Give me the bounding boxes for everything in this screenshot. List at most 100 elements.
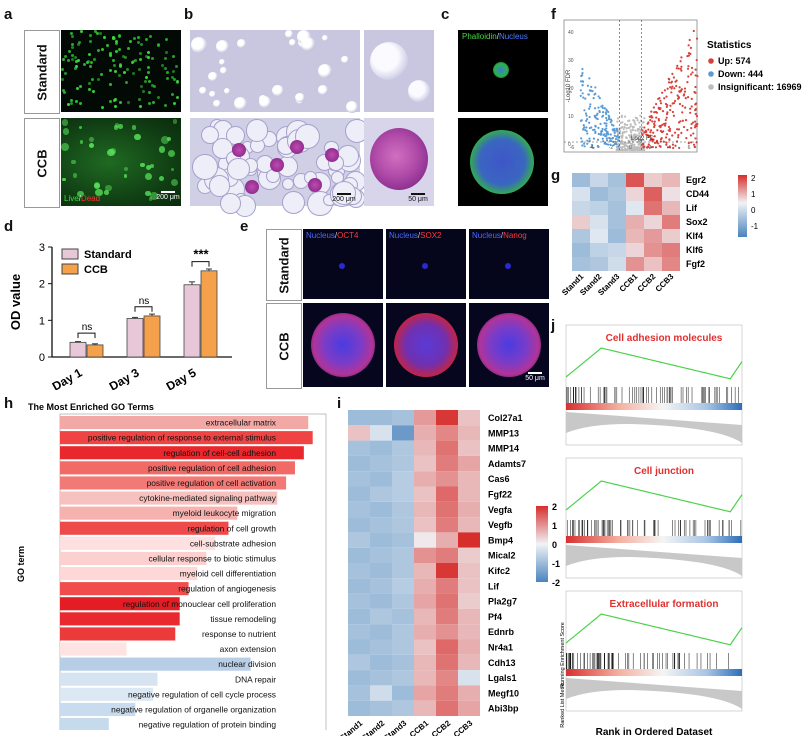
point-down [602,140,605,143]
y-axis-label-rank: Ranked List Metric [560,682,566,728]
legend-swatch-ccb [61,263,79,275]
point-up [680,65,683,68]
point-down [588,115,591,119]
heatmap-cell [572,229,590,243]
color-scale-tick: 2 [751,174,756,183]
heatmap-cell [590,229,608,243]
y-tick-label: 0 [568,142,571,148]
point-insignificant [639,130,642,133]
point-up [646,122,649,125]
panel-label-d: d [4,218,14,235]
bar-ccb-day5 [200,270,218,358]
row-label: Megf10 [488,688,519,698]
point-insignificant [621,132,624,135]
point-up [669,86,672,89]
heatmap-cell [572,257,590,271]
heatmap-cell [436,578,458,594]
point-down [590,143,594,147]
go-terms-chart: The Most Enriched GO Terms extracellular … [16,402,327,730]
point-up [668,145,672,149]
go-term-label: regulation of angiogenesis [178,584,276,594]
heatmap-cell [458,578,480,594]
color-scale-tick: 1 [552,521,557,531]
point-up [661,109,665,113]
heatmap-cell [590,187,608,201]
point-up [667,77,670,80]
point-down [581,74,584,77]
x-tick-label: 6 [688,145,691,151]
gsea-title: Cell adhesion molecules [606,333,723,344]
point-up [649,134,652,137]
y-axis-label: -Log10 FDR [566,69,572,102]
point-insignificant [631,144,634,147]
heatmap-cell [348,425,370,441]
heatmap-cell [572,201,590,215]
heatmap-cell [662,257,680,271]
point-down [609,118,613,121]
legend-swatch-standard [61,248,79,260]
point-up [680,131,683,135]
heatmap-cell [370,578,392,594]
point-insignificant [637,148,640,151]
go-bar [60,567,198,581]
point-up [659,138,663,141]
point-up [654,146,658,149]
y-tick-label: 20 [568,86,574,92]
point-down [614,137,618,141]
heatmap-cell [590,215,608,229]
point-up [660,131,664,134]
point-insignificant [636,129,640,132]
point-up [690,141,693,144]
point-up [674,80,677,83]
point-down [588,105,592,108]
point-down [604,111,607,114]
heatmap-cell [392,685,414,701]
go-term-label: cytokine-mediated signaling pathway [139,493,277,503]
point-insignificant [641,139,644,142]
heatmap-cell [392,547,414,563]
point-insignificant [616,120,619,123]
go-term-label: regulation of cell growth [188,523,277,533]
point-up [673,87,676,90]
scale-bar-a: 200 μm [156,191,180,201]
go-bar [60,551,207,565]
heatmap-cell [436,532,458,548]
heatmap-cell [626,257,644,271]
point-down [597,132,600,136]
point-up [652,131,655,134]
heatmap-cell [644,173,662,187]
go-term-label: positive regulation of response to exter… [88,433,276,443]
significance-bracket [134,306,153,312]
heatmap-cell [608,243,626,257]
heatmap-cell [436,593,458,609]
panel-label-j: j [551,317,556,334]
row-label: Adamts7 [488,459,526,469]
point-down [581,144,584,147]
point-insignificant [620,148,623,151]
point-up [649,119,652,122]
heatmap-cell [370,517,392,533]
significance-label: ns [82,322,93,333]
legend-label-standard: Standard [84,249,132,261]
color-scale-tick: 0 [751,206,756,215]
go-term-label: tissue remodeling [210,614,276,624]
legend-dot [708,84,714,90]
point-up [688,38,691,42]
point-up [687,52,691,55]
point-down [588,107,591,110]
heatmap-cell [644,215,662,229]
heatmap-cell [608,215,626,229]
y-axis-label: OD value [8,274,23,330]
row-label-standard-e: Standard [266,229,302,301]
heatmap-cell [458,608,480,625]
point-up [664,136,668,139]
heatmap-cell [392,517,414,533]
point-down [579,80,583,83]
point-down [584,97,587,100]
point-insignificant [619,127,622,130]
point-up [672,76,676,79]
col-label: CCB3 [452,718,475,736]
row-label: Fgf2 [686,259,705,269]
point-up [680,89,683,92]
point-up [685,136,688,140]
